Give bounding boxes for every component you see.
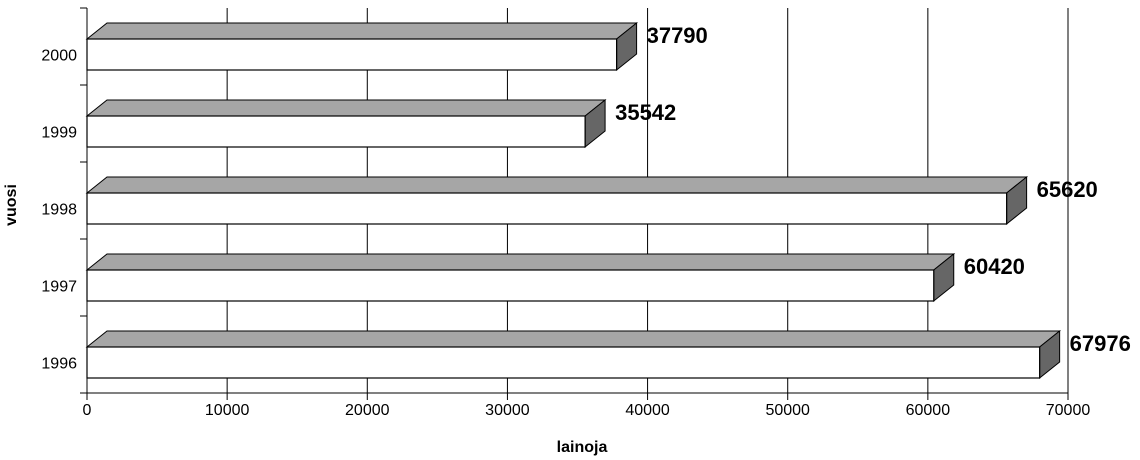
x-tick-label: 20000 (345, 402, 390, 419)
bar-top-face (85, 22, 639, 40)
bar-top-face (85, 99, 607, 117)
data-label: 65620 (1037, 177, 1098, 202)
data-label: 35542 (615, 100, 676, 125)
bar (85, 175, 1029, 226)
bar (85, 329, 1062, 380)
bar (85, 98, 607, 149)
y-tick-label: 1997 (41, 279, 77, 296)
x-tick-label: 60000 (906, 402, 951, 419)
x-tick-label: 10000 (205, 402, 250, 419)
bar-front-face (86, 269, 935, 302)
y-axis-title: vuosi (3, 184, 20, 226)
bar (85, 21, 639, 72)
x-tick-label: 30000 (485, 402, 530, 419)
y-tick-label: 1996 (41, 356, 77, 373)
x-axis-title: lainoja (557, 439, 608, 456)
x-tick-label: 50000 (765, 402, 810, 419)
labels: 1996 67976 1997 60420 1998 65620 1999 35542 2000… (41, 23, 1130, 373)
bar-top-face (85, 176, 1029, 194)
y-tick-label: 1998 (41, 202, 77, 219)
data-label: 37790 (647, 23, 708, 48)
bar-front-face (86, 38, 618, 71)
bar-top-face (85, 253, 956, 271)
x-tick-label: 0 (83, 402, 92, 419)
data-label: 60420 (964, 254, 1025, 279)
bar-front-face (86, 115, 586, 148)
bar-top-face (85, 330, 1062, 348)
y-tick-label: 2000 (41, 48, 77, 65)
x-tick-label: 40000 (625, 402, 670, 419)
bar (85, 252, 956, 303)
y-tick-label: 1999 (41, 125, 77, 142)
bar-front-face (86, 192, 1008, 225)
bar-front-face (86, 346, 1041, 379)
data-label: 67976 (1070, 331, 1131, 356)
axes: 0 10000 20000 30000 40000 50000 60000 70000 (80, 7, 1091, 419)
x-tick-label: 70000 (1046, 402, 1091, 419)
bars (85, 21, 1062, 380)
